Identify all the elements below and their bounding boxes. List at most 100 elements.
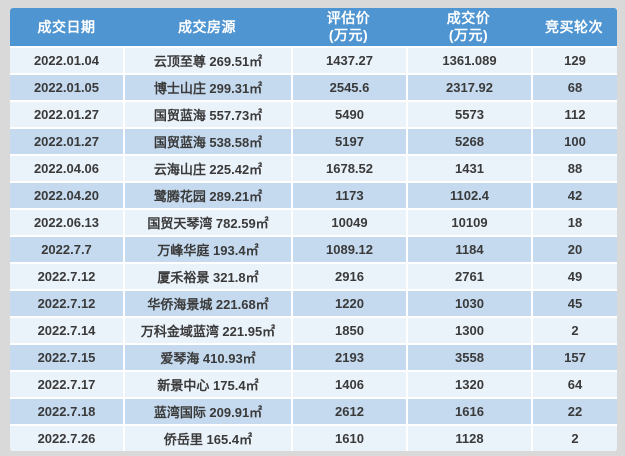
cell-deal-price: 5268 bbox=[408, 129, 531, 154]
header-cell-property: 成交房源 bbox=[123, 8, 291, 46]
cell-rounds: 2 bbox=[533, 318, 617, 343]
cell-property: 厦禾裕景 321.8㎡ bbox=[125, 264, 291, 289]
cell-deal-price: 2317.92 bbox=[408, 75, 531, 100]
cell-deal-price: 1102.4 bbox=[408, 183, 531, 208]
transactions-table: 成交日期 成交房源 评估价 (万元) 成交价 (万元) 竞买轮次 2022.01… bbox=[10, 8, 617, 451]
table-row: 2022.04.06 云海山庄 225.42㎡ 1678.52 1431 88 bbox=[10, 156, 617, 181]
cell-deal-price: 5573 bbox=[408, 102, 531, 127]
header-cell-evaluation-price: 评估价 (万元) bbox=[291, 8, 406, 46]
cell-rounds: 18 bbox=[533, 210, 617, 235]
cell-rounds: 112 bbox=[533, 102, 617, 127]
cell-evaluation-price: 1678.52 bbox=[293, 156, 406, 181]
cell-evaluation-price: 2612 bbox=[293, 399, 406, 424]
cell-deal-price: 3558 bbox=[408, 345, 531, 370]
cell-rounds: 100 bbox=[533, 129, 617, 154]
cell-deal-price: 1128 bbox=[408, 426, 531, 451]
header-cell-deal-price: 成交价 (万元) bbox=[406, 8, 531, 46]
cell-date: 2022.7.12 bbox=[10, 291, 123, 316]
cell-rounds: 68 bbox=[533, 75, 617, 100]
cell-evaluation-price: 1850 bbox=[293, 318, 406, 343]
cell-rounds: 2 bbox=[533, 426, 617, 451]
table-row: 2022.01.27 国贸蓝海 538.58㎡ 5197 5268 100 bbox=[10, 129, 617, 154]
cell-property: 万科金域蓝湾 221.95㎡ bbox=[125, 318, 291, 343]
cell-property: 万峰华庭 193.4㎡ bbox=[125, 237, 291, 262]
cell-deal-price: 1616 bbox=[408, 399, 531, 424]
header-unit-deal-price: (万元) bbox=[448, 27, 489, 43]
table-body: 2022.01.04 云顶至尊 269.51㎡ 1437.27 1361.089 129… bbox=[10, 48, 617, 451]
cell-deal-price: 10109 bbox=[408, 210, 531, 235]
table-row: 2022.01.05 博士山庄 299.31㎡ 2545.6 2317.92 68 bbox=[10, 75, 617, 100]
cell-property: 博士山庄 299.31㎡ bbox=[125, 75, 291, 100]
table-row: 2022.7.7 万峰华庭 193.4㎡ 1089.12 1184 20 bbox=[10, 237, 617, 262]
cell-evaluation-price: 1437.27 bbox=[293, 48, 406, 73]
table-row: 2022.7.17 新景中心 175.4㎡ 1406 1320 64 bbox=[10, 372, 617, 397]
cell-date: 2022.7.26 bbox=[10, 426, 123, 451]
cell-property: 新景中心 175.4㎡ bbox=[125, 372, 291, 397]
cell-deal-price: 2761 bbox=[408, 264, 531, 289]
cell-evaluation-price: 2193 bbox=[293, 345, 406, 370]
cell-date: 2022.01.05 bbox=[10, 75, 123, 100]
cell-property: 鹭腾花园 289.21㎡ bbox=[125, 183, 291, 208]
cell-rounds: 157 bbox=[533, 345, 617, 370]
header-label-property: 成交房源 bbox=[178, 18, 236, 35]
cell-evaluation-price: 2916 bbox=[293, 264, 406, 289]
cell-rounds: 64 bbox=[533, 372, 617, 397]
cell-date: 2022.7.17 bbox=[10, 372, 123, 397]
cell-date: 2022.7.7 bbox=[10, 237, 123, 262]
cell-date: 2022.01.04 bbox=[10, 48, 123, 73]
header-cell-bid-rounds: 竞买轮次 bbox=[531, 8, 617, 46]
header-label-deal-price: 成交价 bbox=[446, 10, 491, 26]
header-label-evaluation-price: 评估价 bbox=[326, 10, 371, 26]
cell-rounds: 49 bbox=[533, 264, 617, 289]
table-row: 2022.01.27 国贸蓝海 557.73㎡ 5490 5573 112 bbox=[10, 102, 617, 127]
cell-property: 侨岳里 165.4㎡ bbox=[125, 426, 291, 451]
cell-date: 2022.01.27 bbox=[10, 129, 123, 154]
table-header-row: 成交日期 成交房源 评估价 (万元) 成交价 (万元) 竞买轮次 bbox=[10, 8, 617, 46]
table-row: 2022.04.20 鹭腾花园 289.21㎡ 1173 1102.4 42 bbox=[10, 183, 617, 208]
cell-property: 华侨海景城 221.68㎡ bbox=[125, 291, 291, 316]
cell-deal-price: 1300 bbox=[408, 318, 531, 343]
cell-property: 蓝湾国际 209.91㎡ bbox=[125, 399, 291, 424]
cell-evaluation-price: 1220 bbox=[293, 291, 406, 316]
cell-date: 2022.7.12 bbox=[10, 264, 123, 289]
cell-evaluation-price: 10049 bbox=[293, 210, 406, 235]
header-label-bid-rounds: 竞买轮次 bbox=[545, 18, 603, 35]
cell-rounds: 20 bbox=[533, 237, 617, 262]
cell-date: 2022.01.27 bbox=[10, 102, 123, 127]
cell-property: 云海山庄 225.42㎡ bbox=[125, 156, 291, 181]
cell-property: 云顶至尊 269.51㎡ bbox=[125, 48, 291, 73]
cell-rounds: 129 bbox=[533, 48, 617, 73]
table-row: 2022.7.15 爱琴海 410.93㎡ 2193 3558 157 bbox=[10, 345, 617, 370]
table-row: 2022.06.13 国贸天琴湾 782.59㎡ 10049 10109 18 bbox=[10, 210, 617, 235]
cell-rounds: 22 bbox=[533, 399, 617, 424]
cell-date: 2022.7.15 bbox=[10, 345, 123, 370]
cell-date: 2022.04.20 bbox=[10, 183, 123, 208]
table-row: 2022.7.12 厦禾裕景 321.8㎡ 2916 2761 49 bbox=[10, 264, 617, 289]
cell-evaluation-price: 1610 bbox=[293, 426, 406, 451]
cell-evaluation-price: 2545.6 bbox=[293, 75, 406, 100]
cell-deal-price: 1431 bbox=[408, 156, 531, 181]
table-row: 2022.7.14 万科金域蓝湾 221.95㎡ 1850 1300 2 bbox=[10, 318, 617, 343]
cell-evaluation-price: 1089.12 bbox=[293, 237, 406, 262]
header-unit-evaluation-price: (万元) bbox=[328, 27, 369, 43]
table-row: 2022.7.18 蓝湾国际 209.91㎡ 2612 1616 22 bbox=[10, 399, 617, 424]
cell-evaluation-price: 1406 bbox=[293, 372, 406, 397]
table-row: 2022.01.04 云顶至尊 269.51㎡ 1437.27 1361.089 129 bbox=[10, 48, 617, 73]
cell-deal-price: 1320 bbox=[408, 372, 531, 397]
cell-evaluation-price: 5490 bbox=[293, 102, 406, 127]
table-row: 2022.7.12 华侨海景城 221.68㎡ 1220 1030 45 bbox=[10, 291, 617, 316]
cell-evaluation-price: 1173 bbox=[293, 183, 406, 208]
header-cell-date: 成交日期 bbox=[10, 8, 123, 46]
cell-property: 国贸蓝海 557.73㎡ bbox=[125, 102, 291, 127]
cell-rounds: 45 bbox=[533, 291, 617, 316]
cell-deal-price: 1184 bbox=[408, 237, 531, 262]
cell-deal-price: 1030 bbox=[408, 291, 531, 316]
cell-evaluation-price: 5197 bbox=[293, 129, 406, 154]
cell-deal-price: 1361.089 bbox=[408, 48, 531, 73]
cell-date: 2022.7.18 bbox=[10, 399, 123, 424]
cell-property: 国贸蓝海 538.58㎡ bbox=[125, 129, 291, 154]
cell-date: 2022.7.14 bbox=[10, 318, 123, 343]
cell-rounds: 42 bbox=[533, 183, 617, 208]
table-row: 2022.7.26 侨岳里 165.4㎡ 1610 1128 2 bbox=[10, 426, 617, 451]
